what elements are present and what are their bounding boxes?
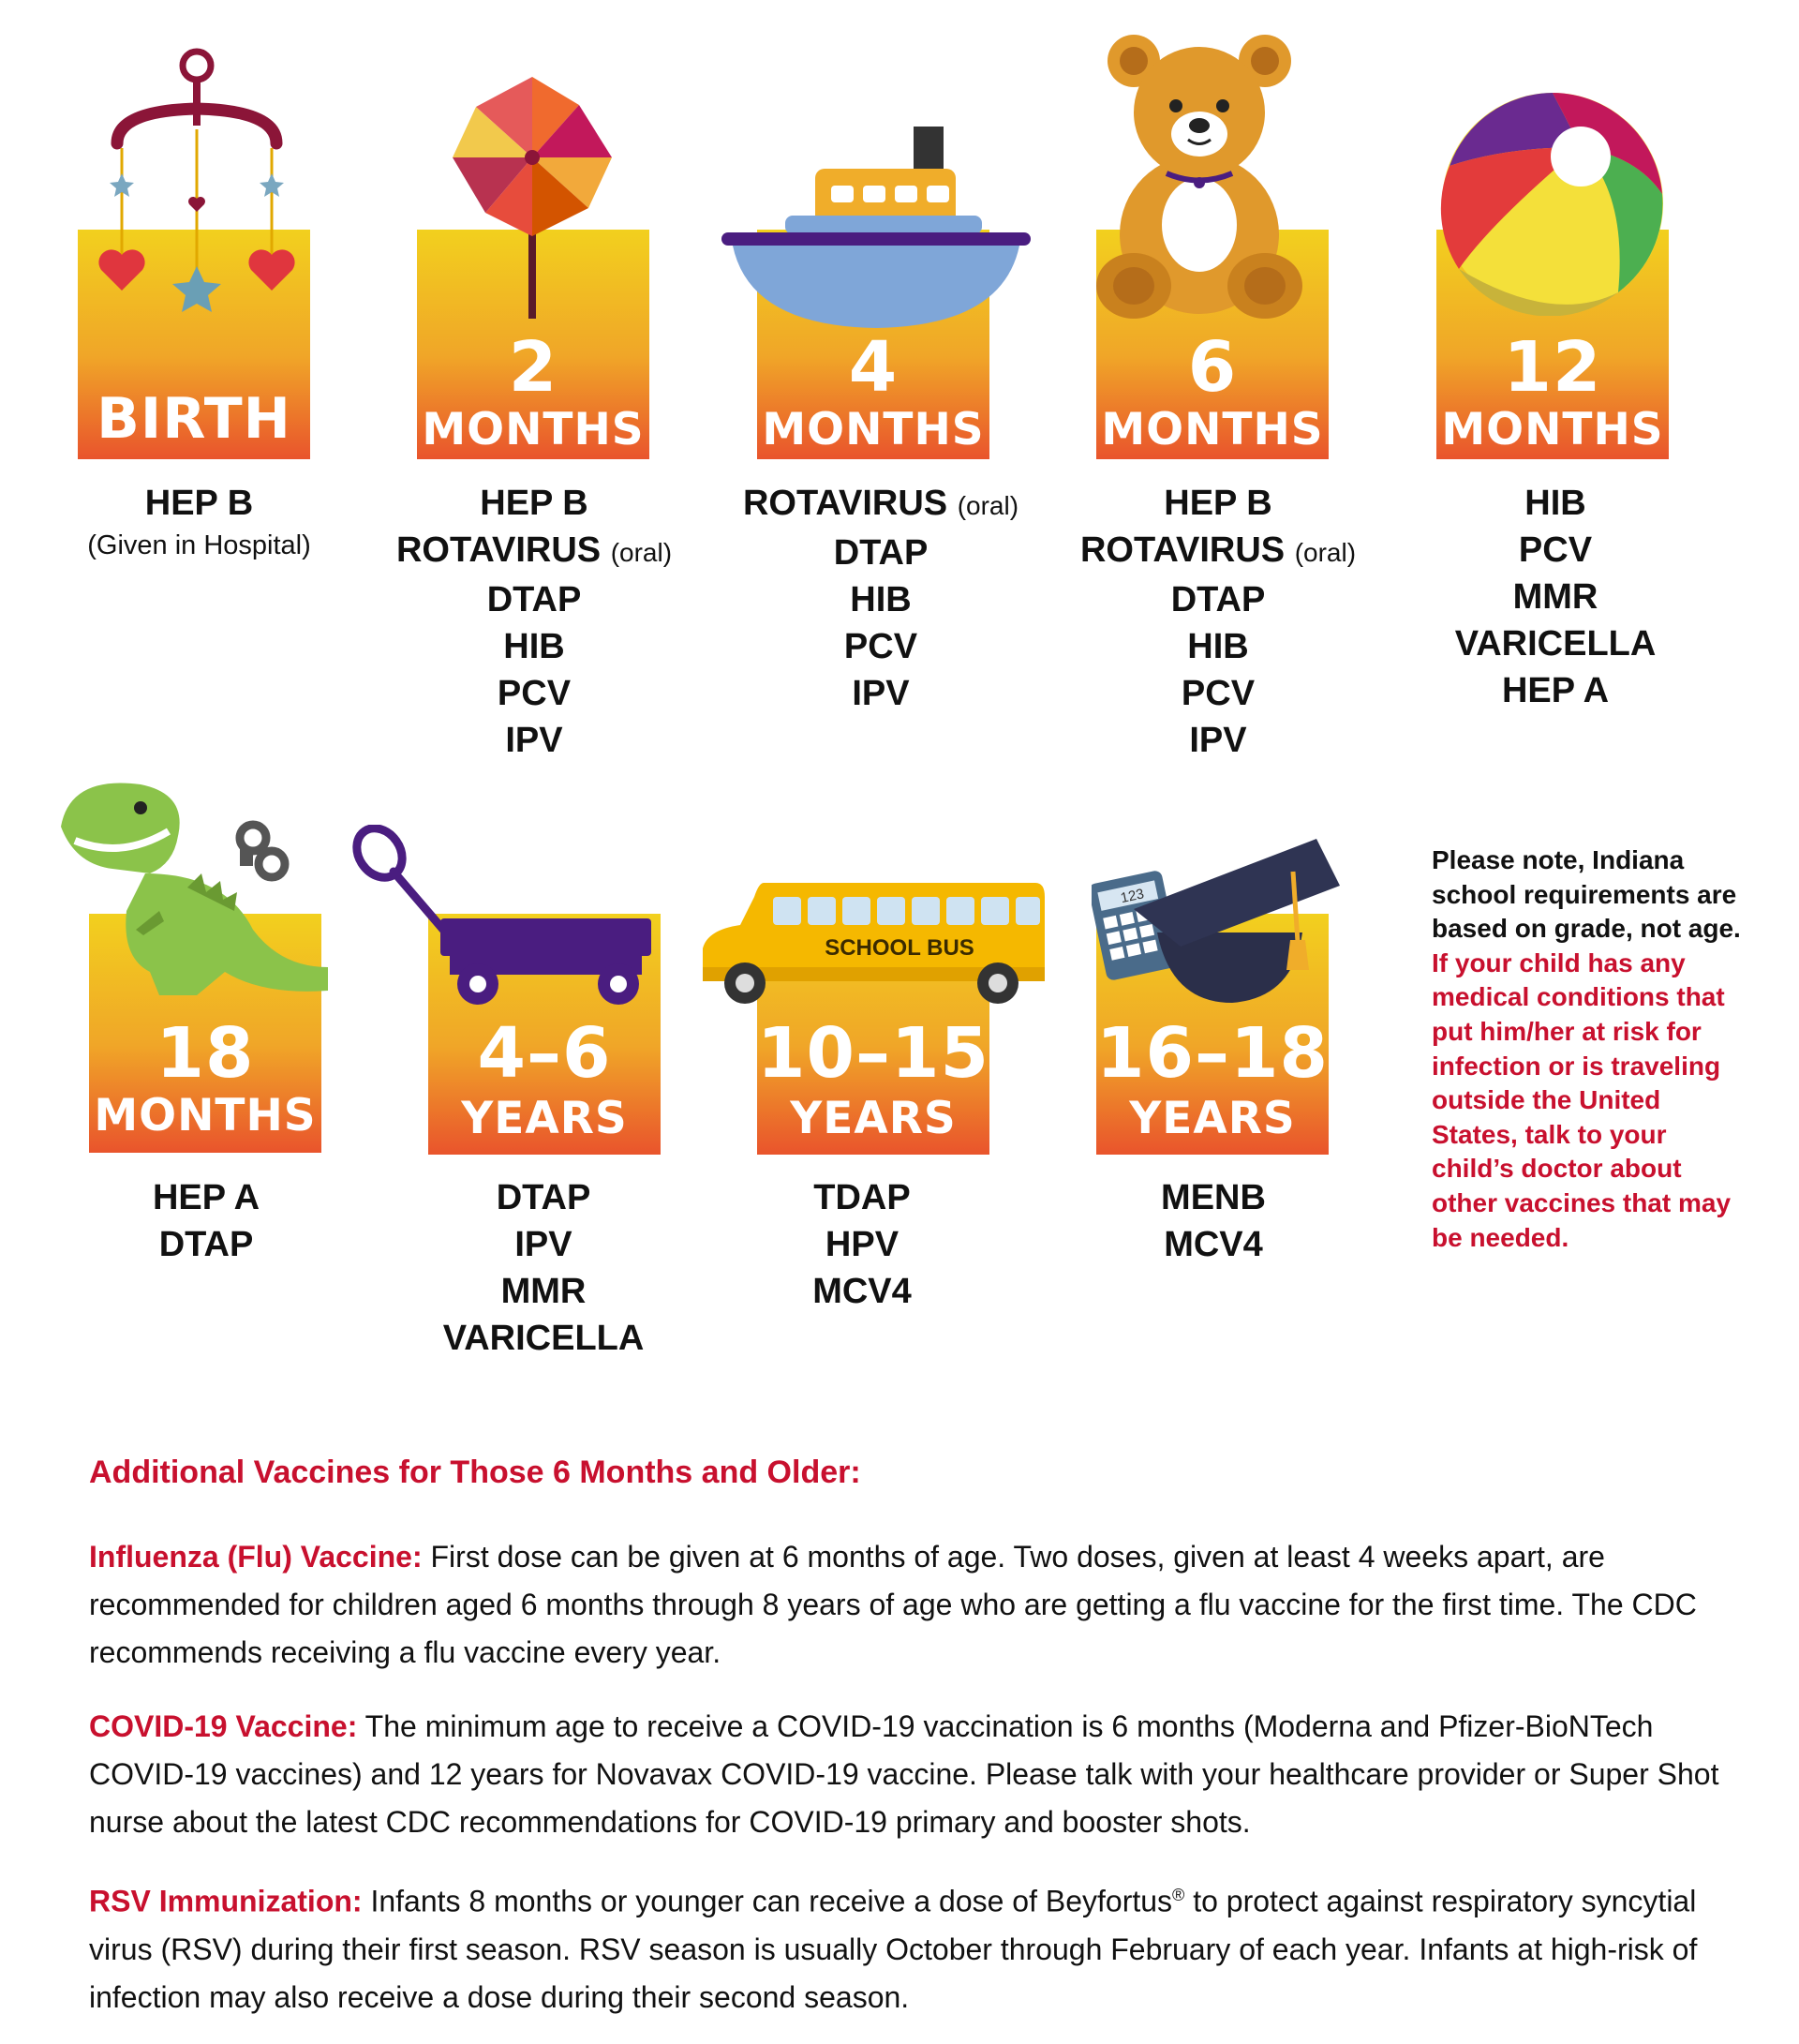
- vaccine-list-18-months: HEP A DTAP: [66, 1174, 347, 1268]
- age-unit: MONTHS: [422, 404, 645, 455]
- vaccine-item: DTAP: [158, 1225, 254, 1264]
- vaccine-item: PCV: [497, 674, 572, 713]
- vaccine-item: PCV: [843, 627, 918, 666]
- vaccine-list-birth: HEP B (Given in Hospital): [66, 480, 333, 564]
- vaccine-list-16-18-years: MENB MCV4: [1073, 1174, 1354, 1268]
- vaccine-list-2-months: HEP B ROTAVIRUS (oral) DTAP HIB PCV IPV: [394, 480, 675, 764]
- vaccine-item: DTAP: [1170, 580, 1266, 619]
- school-requirements-note: Please note, Indiana school requirements…: [1432, 843, 1750, 1255]
- vaccine-item: IPV: [1189, 721, 1247, 760]
- age-unit: MONTHS: [1101, 404, 1324, 455]
- age-unit: MONTHS: [762, 404, 985, 455]
- age-label: BIRTH: [97, 386, 291, 452]
- vaccine-item: HIB: [503, 627, 565, 666]
- vaccine-item: HEP B: [144, 484, 254, 523]
- vaccine-item: HIB: [1524, 484, 1586, 523]
- vaccine-list-4-months: ROTAVIRUS (oral) DTAP HIB PCV IPV: [740, 480, 1021, 717]
- toy-boat-icon: [721, 127, 1031, 328]
- vaccine-item: IPV: [514, 1225, 572, 1264]
- covid-text: The minimum age to receive a COVID-19 va…: [89, 1709, 1719, 1839]
- vaccine-item: DTAP: [486, 580, 582, 619]
- flu-label: Influenza (Flu) Vaccine:: [89, 1540, 423, 1574]
- vaccine-item: IPV: [852, 674, 910, 713]
- age-unit: YEARS: [790, 1093, 957, 1144]
- vaccine-item: MMR: [1512, 577, 1598, 617]
- baby-mobile-icon: [98, 48, 295, 312]
- vaccine-item: VARICELLA: [442, 1319, 645, 1358]
- age-number: 4: [848, 327, 899, 408]
- beach-ball-icon: [1440, 93, 1663, 316]
- age-number: 18: [156, 1013, 255, 1094]
- graduation-cap-icon: 123: [1092, 839, 1340, 1003]
- bus-sign: SCHOOL BUS: [825, 935, 974, 961]
- age-number: 2: [508, 327, 558, 408]
- additional-vaccines-title: Additional Vaccines for Those 6 Months a…: [89, 1455, 861, 1490]
- vaccine-list-12-months: HIB PCV MMR VARICELLA HEP A: [1415, 480, 1696, 714]
- rsv-label: RSV Immunization:: [89, 1884, 363, 1918]
- calculator-display: 123: [1119, 886, 1145, 906]
- vaccine-item: MENB: [1161, 1178, 1266, 1217]
- vaccine-item: HPV: [825, 1225, 900, 1264]
- flu-text: First dose can be given at 6 months of a…: [89, 1540, 1697, 1669]
- pinwheel-icon: [453, 77, 612, 319]
- age-number: 6: [1187, 327, 1238, 408]
- vaccine-item: HEP A: [152, 1178, 260, 1217]
- vaccine-list-6-months: HEP B ROTAVIRUS (oral) DTAP HIB PCV IPV: [1078, 480, 1359, 764]
- age-unit: MONTHS: [94, 1090, 317, 1141]
- vaccine-item: VARICELLA: [1454, 624, 1657, 664]
- registered-mark: ®: [1172, 1886, 1185, 1904]
- vaccine-item: MMR: [500, 1272, 587, 1311]
- age-unit: YEARS: [1129, 1093, 1296, 1144]
- age-unit: MONTHS: [1441, 404, 1664, 455]
- vaccine-item: HIB: [1187, 627, 1249, 666]
- vaccine-item: PCV: [1181, 674, 1256, 713]
- vaccine-item: MCV4: [812, 1272, 912, 1311]
- school-bus-icon: SCHOOL BUS: [703, 883, 1045, 1004]
- vaccine-item: ROTAVIRUS (oral): [1079, 530, 1357, 570]
- toy-dinosaur-icon: [61, 783, 328, 995]
- age-number: 4–6: [477, 1013, 612, 1094]
- vaccine-item: DTAP: [496, 1178, 591, 1217]
- covid-label: COVID-19 Vaccine:: [89, 1709, 358, 1743]
- flu-vaccine-paragraph: Influenza (Flu) Vaccine: First dose can …: [89, 1533, 1738, 1677]
- vaccine-item: PCV: [1518, 530, 1593, 570]
- vaccine-item: ROTAVIRUS (oral): [395, 530, 673, 570]
- vaccine-item: HEP A: [1501, 671, 1610, 710]
- vaccine-item: HEP B: [1164, 484, 1272, 523]
- vaccine-list-4-6-years: DTAP IPV MMR VARICELLA: [403, 1174, 684, 1362]
- note-medical-text: If your child has any medical conditions…: [1432, 947, 1732, 1252]
- vaccine-item: ROTAVIRUS (oral): [742, 484, 1019, 523]
- rsv-text-continued: to protect against respiratory syncytial…: [89, 1884, 1698, 2014]
- vaccine-note: (Given in Hospital): [87, 530, 311, 560]
- wagon-icon: [352, 825, 651, 1005]
- age-number: 12: [1503, 327, 1602, 408]
- vaccine-item: DTAP: [833, 533, 929, 573]
- age-unit: YEARS: [461, 1093, 628, 1144]
- vaccine-item: HIB: [850, 580, 912, 619]
- rsv-paragraph: RSV Immunization: Infants 8 months or yo…: [89, 1872, 1738, 2022]
- note-grade-text: Please note, Indiana school requirements…: [1432, 845, 1741, 944]
- teddy-bear-icon: [1096, 35, 1302, 319]
- vaccine-list-10-15-years: TDAP HPV MCV4: [721, 1174, 1003, 1315]
- vaccine-item: MCV4: [1164, 1225, 1263, 1264]
- vaccine-item: TDAP: [813, 1178, 911, 1217]
- covid-vaccine-paragraph: COVID-19 Vaccine: The minimum age to rec…: [89, 1703, 1738, 1846]
- vaccine-item: IPV: [505, 721, 563, 760]
- rsv-text: Infants 8 months or younger can receive …: [370, 1884, 1173, 1918]
- age-number: 16–18: [1096, 1013, 1329, 1094]
- age-number: 10–15: [757, 1013, 989, 1094]
- vaccine-item: HEP B: [480, 484, 588, 523]
